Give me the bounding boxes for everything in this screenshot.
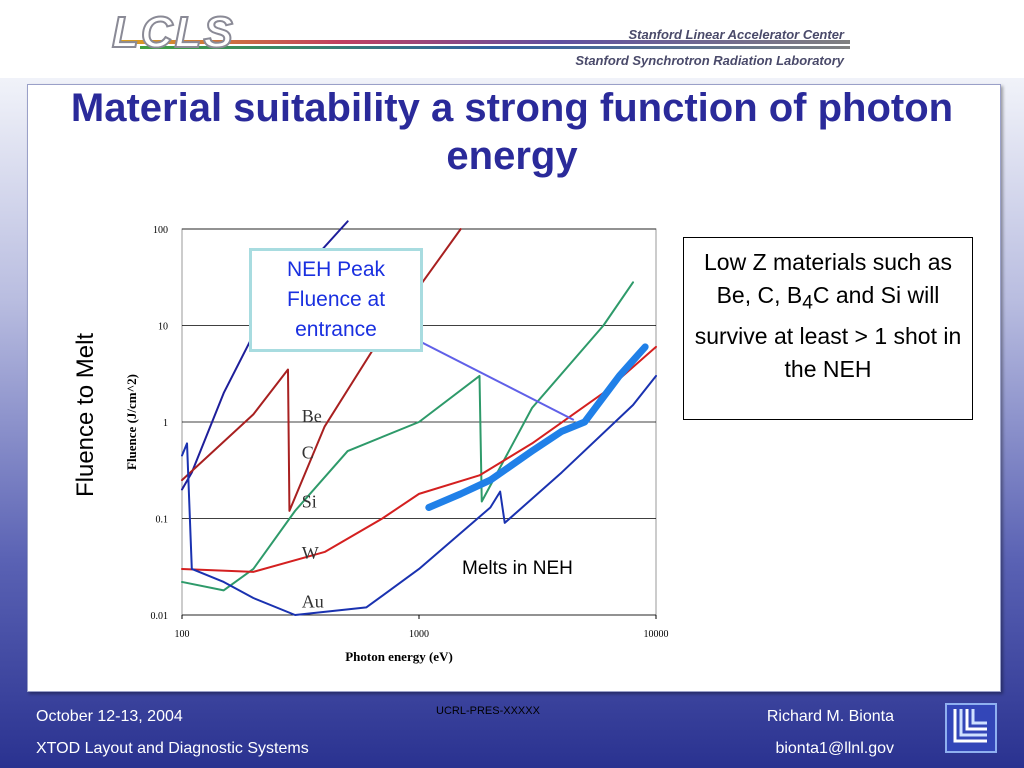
header-bar: LCLS Stanford Linear Accelerator Center … (0, 0, 1024, 78)
x-tick-label: 10000 (644, 629, 669, 640)
series-line (181, 281, 635, 592)
series-label: W (302, 543, 319, 563)
y-axis-label: Fluence (J/cm^2) (124, 374, 139, 470)
footer-email: bionta1@llnl.gov (775, 740, 894, 757)
y-tick-label: 100 (153, 225, 168, 236)
x-axis-label: Photon energy (eV) (345, 649, 453, 664)
melts-label: Melts in NEH (462, 558, 573, 579)
series-label: Si (302, 492, 317, 512)
note-text-pre: Low Z materials such as Be, C, B (704, 249, 952, 308)
y-tick-label: 0.1 (156, 515, 169, 526)
footer-code: UCRL-PRES-XXXXX (436, 705, 540, 717)
series-line (181, 345, 657, 573)
side-label: Fluence to Melt (72, 332, 99, 497)
logo-stripe (120, 40, 850, 44)
x-tick-label: 1000 (409, 629, 429, 640)
org-line-1: Stanford Linear Accelerator Center (628, 27, 844, 42)
footer-event: XTOD Layout and Diagnostic Systems (36, 740, 309, 757)
llnl-logo (945, 703, 997, 753)
series-label: Au (302, 591, 324, 611)
y-tick-label: 1 (163, 418, 168, 429)
slide-title: Material suitability a strong function o… (70, 86, 954, 178)
footer-date: October 12-13, 2004 (36, 708, 183, 725)
series-label: Be (302, 406, 322, 426)
org-line-2: Stanford Synchrotron Radiation Laborator… (575, 53, 844, 68)
note-subscript: 4 (802, 292, 813, 314)
lcls-logo: LCLS (111, 7, 235, 58)
series-line (425, 343, 649, 512)
note-text-post: C and Si will survive at least > 1 shot … (694, 282, 962, 382)
y-tick-label: 10 (158, 322, 168, 333)
series-label: C (302, 442, 314, 462)
logo-stripe-2 (140, 46, 850, 49)
footer-author: Richard M. Bionta (766, 708, 894, 725)
x-tick-label: 100 (175, 629, 190, 640)
series-line (181, 374, 657, 616)
y-tick-label: 0.01 (151, 611, 169, 622)
note-box: Low Z materials such as Be, C, B4C and S… (683, 237, 973, 420)
neh-callout: NEH Peak Fluence at entrance (249, 248, 423, 352)
